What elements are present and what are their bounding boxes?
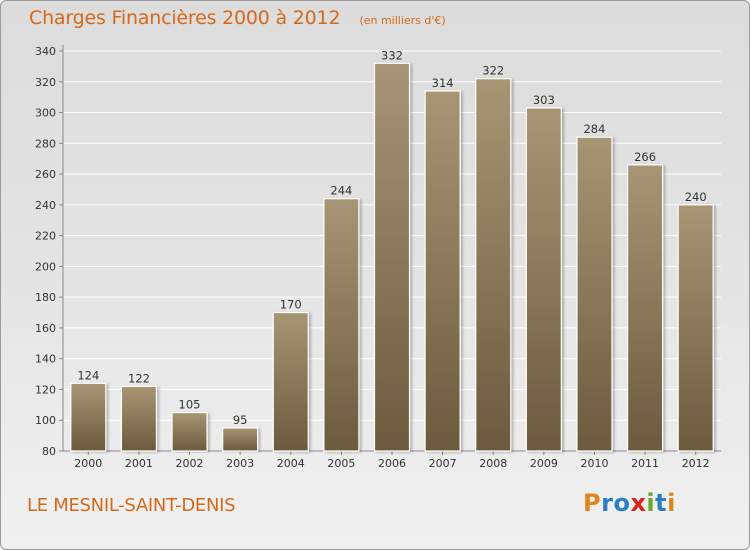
logo-letter: t [655,489,668,517]
title-block: Charges Financières 2000 à 2012 (en mill… [29,7,446,29]
data-label: 244 [330,184,352,198]
bar [475,78,512,452]
commune-name: LE MESNIL-SAINT-DENIS [27,495,236,516]
data-label: 105 [179,398,201,412]
bar [171,411,208,452]
bar [525,107,562,452]
chart-title: Charges Financières 2000 à 2012 [29,7,341,29]
y-tick-label: 140 [35,353,56,366]
chart-subtitle: (en milliers d'€) [359,14,446,27]
logo-letter: i [667,489,676,517]
bar [222,427,259,452]
y-tick-label: 300 [35,107,56,120]
y-tick-label: 120 [35,383,56,396]
bar [424,90,461,452]
y-tick-label: 320 [35,76,56,89]
data-label: 240 [685,190,707,204]
x-tick-label: 2011 [631,457,659,470]
bar [373,62,411,452]
bar [576,136,613,452]
y-tick-label: 100 [35,414,56,427]
proxiti-logo[interactable]: Proxiti [583,489,676,517]
x-tick-label: 2003 [226,457,254,470]
x-tick-label: 2005 [327,457,355,470]
y-tick-label: 180 [35,291,56,304]
logo-letter: P [583,489,602,517]
data-label: 95 [233,413,248,427]
x-tick-label: 2009 [530,457,558,470]
x-tick-label: 2008 [479,457,507,470]
bar [626,164,664,452]
y-tick-label: 80 [42,445,56,458]
data-label: 284 [583,122,605,136]
data-label: 322 [482,64,504,78]
data-label: 124 [77,368,99,382]
bar [677,204,714,452]
bar [120,385,158,452]
bar [70,382,107,452]
y-tick-label: 160 [35,322,56,335]
logo-letter: x [630,489,647,517]
labels: 124 122 105 95 170 244 332 314 322 303 284 266 240 [77,48,706,427]
logo-letter: i [646,489,656,517]
data-label: 303 [533,93,555,107]
x-tick-label: 2000 [74,457,102,470]
y-tick-label: 260 [35,168,56,181]
logo-letter: r [601,489,614,517]
data-label: 170 [280,298,302,312]
y-tick-label: 280 [35,137,56,150]
logo-letter: o [613,489,631,517]
y-tick-label: 340 [35,45,56,58]
bar [272,311,309,452]
x-tick-label: 2012 [682,457,710,470]
x-tick-label: 2004 [277,457,305,470]
data-label: 122 [128,371,150,385]
bars [70,62,714,452]
data-label: 332 [381,48,403,62]
data-label: 266 [634,150,656,164]
x-tick-label: 2007 [429,457,457,470]
x-tick-label: 2010 [580,457,608,470]
y-tick-label: 240 [35,199,56,212]
x-tick-label: 2006 [378,457,406,470]
bar [323,198,360,452]
y-tick-label: 220 [35,230,56,243]
y-tick-label: 200 [35,260,56,273]
x-tick-label: 2002 [176,457,204,470]
x-tick-label: 2001 [125,457,153,470]
data-label: 314 [432,76,454,90]
